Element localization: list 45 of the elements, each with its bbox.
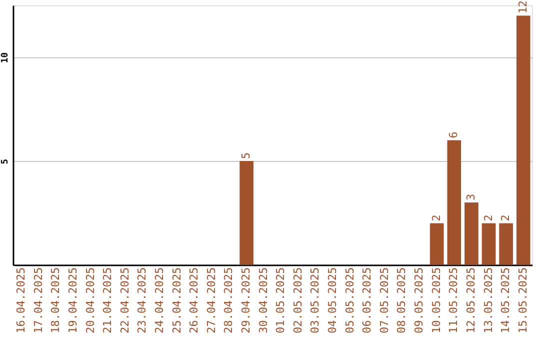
data-label: 12 [516,0,530,14]
x-tick-label: 16.04.2025 [14,267,28,334]
x-tick-label: 13.05.2025 [482,267,495,334]
bar [464,202,478,265]
x-tick-label: 11.05.2025 [447,267,460,334]
x-tick-label: 10.05.2025 [430,267,443,334]
data-label: 3 [464,194,478,201]
bar [499,223,513,265]
x-tick-label: 05.05.2025 [343,267,356,334]
x-tick-label: 01.05.2025 [274,267,288,334]
x-tick-label: 03.05.2025 [308,267,322,334]
x-tick-label: 06.05.2025 [360,267,374,334]
x-tick-label: 24.04.2025 [153,267,166,334]
x-tick-label: 02.05.2025 [291,267,304,334]
x-tick-label: 07.05.2025 [378,267,391,334]
data-label: 2 [482,214,495,222]
x-tick-label: 28.04.2025 [222,267,236,334]
x-tick-label: 22.04.2025 [118,267,132,334]
x-tick-label: 17.04.2025 [32,267,45,334]
x-tick-label: 26.04.2025 [188,267,201,334]
bar [240,161,254,265]
data-label: 2 [499,214,512,222]
x-tick-label: 08.05.2025 [395,267,408,334]
x-tick-label: 19.04.2025 [66,267,80,334]
x-tick-label: 20.04.2025 [84,267,97,334]
bar [482,223,496,265]
x-tick-label: 23.04.2025 [136,267,149,334]
y-tick-label: 10 [0,52,10,64]
data-label: 5 [240,152,253,160]
data-label: 2 [430,214,443,222]
x-tick-label: 27.04.2025 [204,267,218,334]
bar [430,223,444,265]
x-tick-label: 12.05.2025 [464,267,478,334]
x-tick-label: 15.05.2025 [516,267,530,334]
x-tick-label: 18.04.2025 [49,267,62,334]
x-tick-label: 29.04.2025 [240,267,253,334]
data-label: 6 [447,132,460,138]
x-tick-label: 21.04.2025 [101,267,114,334]
bar [516,16,530,265]
x-tick-label: 14.05.2025 [499,267,512,334]
x-tick-label: 09.05.2025 [412,267,426,334]
bar [447,140,462,265]
x-tick-label: 25.04.2025 [170,267,184,334]
x-tick-label: 04.05.2025 [326,267,340,334]
x-tick-label: 30.04.2025 [256,267,270,334]
